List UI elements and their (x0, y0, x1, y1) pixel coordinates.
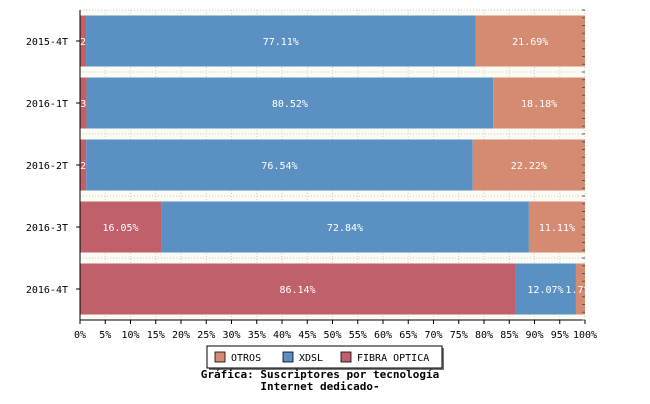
y-tick-label: 2015-4T (26, 37, 68, 48)
caption-line-2: Internet dedicado- (260, 380, 379, 393)
legend-label-fibra-optica: FIBRA OPTICA (357, 353, 429, 364)
bar-segment-fibra-optica (80, 263, 516, 315)
bar-segment-xdsl (161, 201, 529, 253)
x-tick-label: 30% (222, 330, 240, 341)
x-tick-label: 90% (525, 330, 543, 341)
x-tick-label: 35% (248, 330, 266, 341)
bar-segment-xdsl (515, 263, 576, 315)
data-label-xdsl: 80.52% (272, 99, 308, 110)
data-label-otros: 11.11% (539, 223, 575, 234)
legend-label-xdsl: XDSL (299, 353, 323, 364)
bar-segment-fibra-optica (80, 201, 162, 253)
data-label-fibra-optica: 16.05% (102, 223, 138, 234)
bar-segment-xdsl (86, 77, 494, 129)
data-label-otros: 21.69% (512, 37, 548, 48)
x-tick-label: 40% (273, 330, 291, 341)
y-tick-label: 2016-3T (26, 223, 68, 234)
x-tick-label: 80% (475, 330, 493, 341)
bar-segment-fibra-optica (80, 139, 87, 191)
y-tick-label: 2016-4T (26, 285, 68, 296)
x-tick-label: 95% (551, 330, 569, 341)
x-tick-label: 75% (450, 330, 468, 341)
data-label-xdsl: 72.84% (327, 223, 363, 234)
bar-segment-otros (528, 201, 585, 253)
bar-segment-otros (575, 263, 585, 315)
y-tick-label: 2016-1T (26, 99, 68, 110)
x-tick-label: 100% (573, 330, 597, 341)
data-label-xdsl: 77.11% (263, 37, 299, 48)
legend-label-otros: OTROS (231, 353, 261, 364)
x-tick-label: 45% (298, 330, 316, 341)
legend-swatch-xdsl (282, 351, 294, 363)
caption-line-1: Gráfica: Suscriptores por tecnología (201, 368, 439, 381)
legend-box (206, 345, 443, 369)
bars: 1.20% 77.11% 21.69% 1.30% 80.52% 18.18% 1.23% 7… (68, 15, 596, 315)
data-label-xdsl: 76.54% (261, 161, 297, 172)
legend-swatch-otros (214, 351, 226, 363)
x-tick-label: 5% (99, 330, 111, 341)
bar-segment-otros (475, 15, 585, 67)
bar-segment-xdsl (86, 139, 473, 191)
x-tick-label: 60% (374, 330, 392, 341)
data-label-otros: 22.22% (511, 161, 547, 172)
data-label-fibra-optica: 1.30% (68, 99, 98, 110)
x-tick-label: 15% (147, 330, 165, 341)
x-tick-label: 20% (172, 330, 190, 341)
data-label-otros: 1.79% (565, 285, 595, 296)
x-tick-label: 50% (323, 330, 341, 341)
data-label-fibra-optica: 1.20% (68, 37, 98, 48)
x-tick-label: 0% (74, 330, 86, 341)
bar-segment-otros (472, 139, 585, 191)
x-tick-label: 85% (500, 330, 518, 341)
legend: OTROS XDSL FIBRA OPTICA (206, 345, 444, 370)
data-label-fibra-optica: 86.14% (279, 285, 315, 296)
x-tick-label: 65% (399, 330, 417, 341)
data-label-fibra-optica: 1.23% (68, 161, 98, 172)
data-label-xdsl: 12.07% (527, 285, 563, 296)
x-tick-label: 55% (349, 330, 367, 341)
axes: 2015-4T 2016-1T 2016-2T 2016-3T 2016-4T 0% 5% 1… (26, 9, 597, 341)
x-tick-label: 10% (121, 330, 139, 341)
bar-segment-otros (493, 77, 585, 129)
x-tick-label: 25% (197, 330, 215, 341)
y-tick-label: 2016-2T (26, 161, 68, 172)
data-label-otros: 18.18% (521, 99, 557, 110)
legend-swatch-fibra-optica (340, 351, 352, 363)
bar-segment-fibra-optica (80, 15, 87, 67)
bar-segment-xdsl (86, 15, 476, 67)
bar-segment-fibra-optica (80, 77, 87, 129)
x-tick-label: 70% (424, 330, 442, 341)
